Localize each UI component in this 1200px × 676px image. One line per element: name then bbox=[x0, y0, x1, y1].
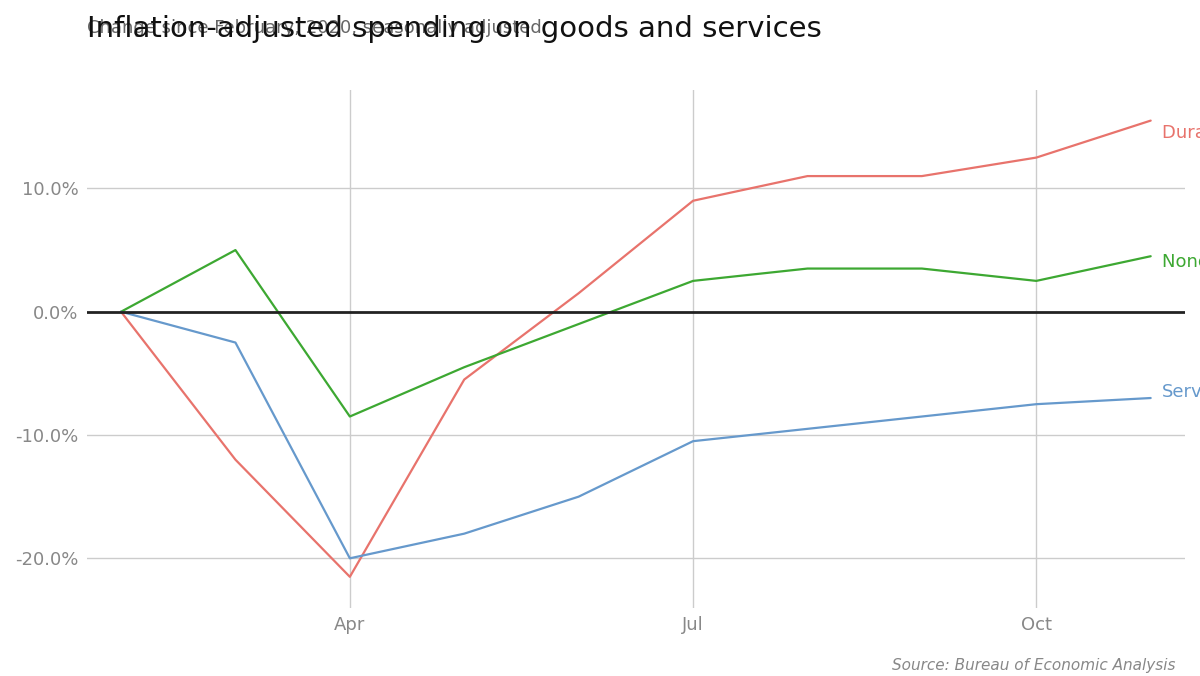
Text: Services: Services bbox=[1162, 383, 1200, 401]
Text: Source: Bureau of Economic Analysis: Source: Bureau of Economic Analysis bbox=[893, 658, 1176, 673]
Text: Durable goods: Durable goods bbox=[1162, 124, 1200, 142]
Text: Nondurable goods: Nondurable goods bbox=[1162, 254, 1200, 271]
Text: Inflation-adjusted spending on goods and services: Inflation-adjusted spending on goods and… bbox=[86, 15, 822, 43]
Text: Change since February, 2020, seasonally adjusted.: Change since February, 2020, seasonally … bbox=[86, 19, 547, 37]
